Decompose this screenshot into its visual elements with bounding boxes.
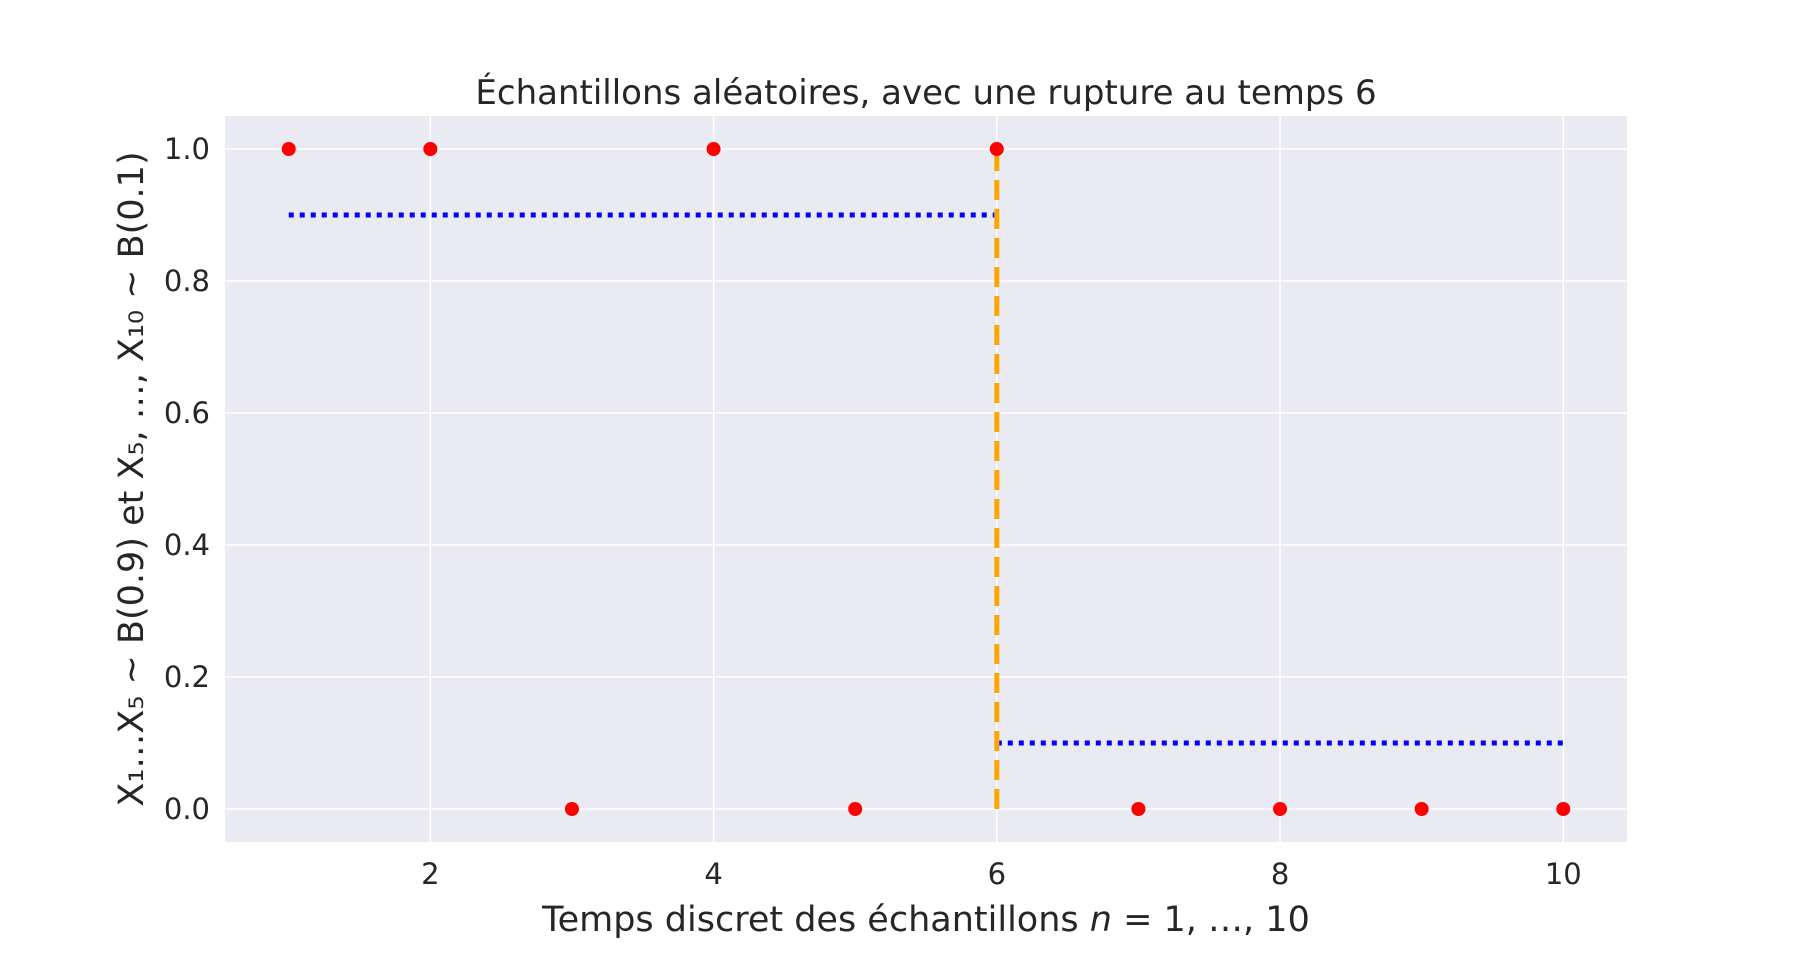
y-tick-label: 0.6 [164, 396, 210, 430]
data-point [1131, 802, 1146, 816]
y-tick-label: 0.4 [164, 528, 210, 562]
data-point [1273, 802, 1288, 816]
x-tick-label: 8 [1271, 857, 1289, 891]
data-point [564, 802, 579, 816]
data-marks [281, 142, 1571, 816]
y-tick-label: 0.8 [164, 264, 210, 298]
data-point [281, 142, 296, 156]
data-point [1414, 802, 1429, 816]
data-point [423, 142, 438, 156]
y-tick-label: 0.0 [164, 792, 210, 826]
x-tick-label: 2 [421, 857, 439, 891]
y-axis-label: X₁…X₅ ~ B(0.9) et X₅, …, X₁₀ ~ B(0.1) [112, 151, 152, 806]
data-point [706, 142, 721, 156]
x-tick-label: 4 [704, 857, 722, 891]
plot-background [225, 116, 1627, 842]
y-tick-label: 0.2 [164, 660, 210, 694]
x-tick-label: 10 [1545, 857, 1582, 891]
x-axis-label: Temps discret des échantillons n = 1, …,… [541, 900, 1310, 940]
data-point [848, 802, 863, 816]
data-point [989, 142, 1004, 156]
x-tick-label: 6 [988, 857, 1006, 891]
chart-title: Échantillons aléatoires, avec une ruptur… [475, 72, 1376, 113]
tick-labels: 2 4 6 8 10 0.0 0.2 0.4 0.6 0.8 1.0 [164, 132, 1582, 891]
grid [225, 116, 1627, 842]
y-tick-label: 1.0 [164, 132, 210, 166]
data-point [1556, 802, 1571, 816]
